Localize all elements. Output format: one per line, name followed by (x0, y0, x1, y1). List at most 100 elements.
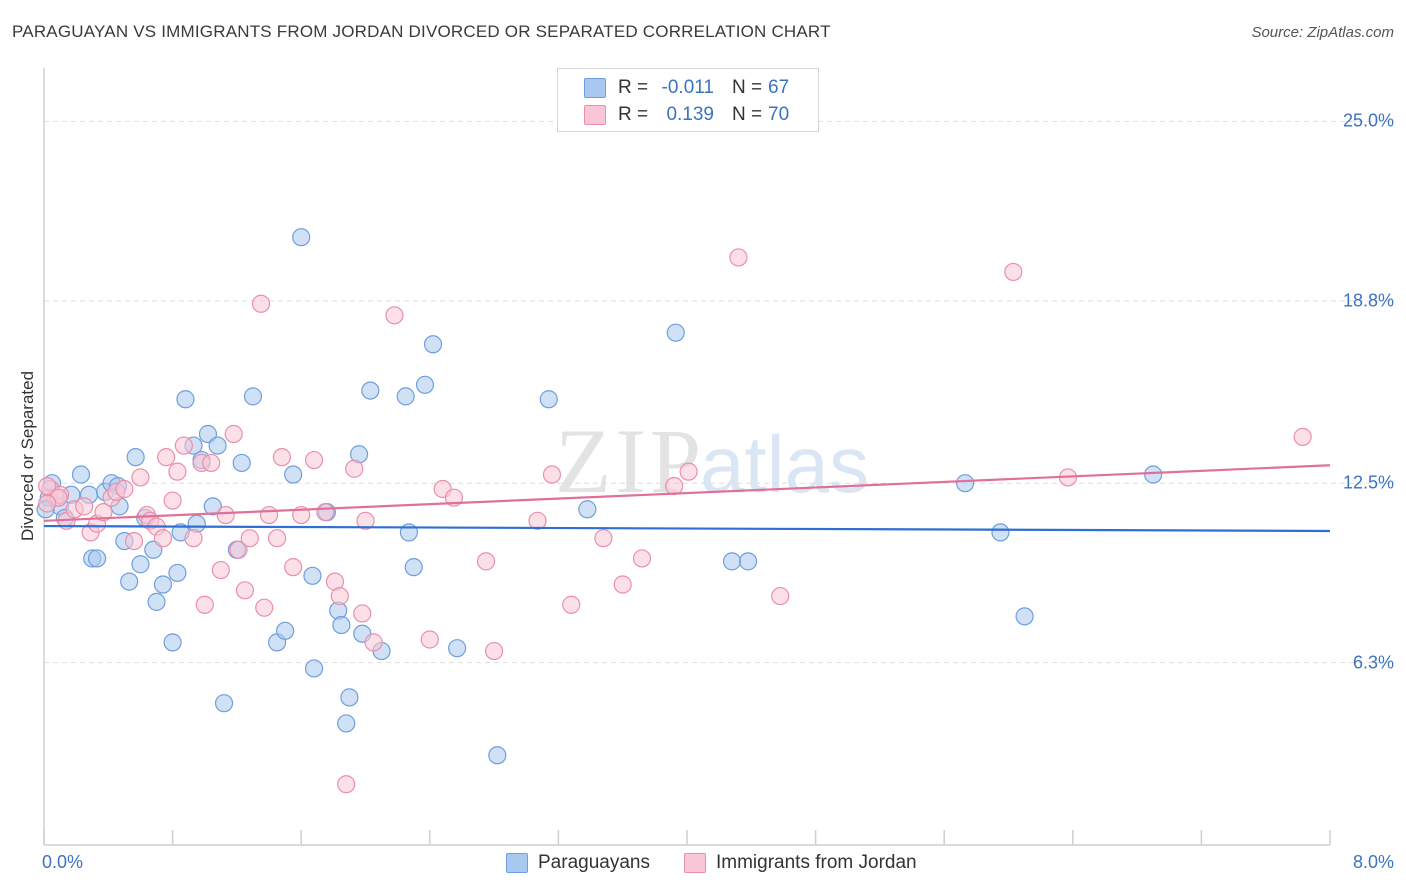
data-point (771, 586, 790, 606)
data-point (303, 566, 322, 585)
data-point (613, 575, 632, 594)
chart-title: PARAGUAYAN VS IMMIGRANTS FROM JORDAN DIV… (12, 22, 831, 41)
data-point (284, 558, 303, 577)
data-point (214, 694, 234, 713)
legend-swatch-jordan (584, 105, 606, 125)
data-point (202, 453, 221, 473)
data-point (476, 552, 496, 571)
data-point (423, 335, 443, 354)
data-point (255, 598, 274, 617)
data-point (232, 453, 251, 473)
legend-r-value: 0.139 (666, 104, 714, 125)
legend-swatch-jordan (684, 853, 706, 873)
data-point (195, 595, 214, 614)
data-point (361, 381, 380, 400)
data-point (991, 523, 1010, 542)
data-point (153, 529, 173, 548)
trend-lines (43, 464, 1331, 533)
data-point (528, 511, 547, 530)
trend-line-paraguayans (43, 524, 1331, 533)
data-point (665, 477, 684, 496)
legend-n-value: 70 (768, 104, 790, 125)
data-point (131, 555, 150, 574)
data-point (124, 531, 144, 551)
data-point (340, 688, 359, 707)
data-point (163, 491, 182, 510)
data-point (267, 529, 287, 548)
data-point (115, 479, 134, 499)
data-point (304, 659, 324, 678)
data-point (174, 436, 193, 455)
data-point (1144, 465, 1163, 484)
data-point (594, 529, 613, 548)
data-point (304, 450, 324, 470)
data-point (272, 448, 292, 467)
data-point (176, 390, 195, 409)
data-point (332, 615, 351, 635)
data-point (679, 462, 698, 481)
data-point (120, 572, 139, 591)
data-point (94, 503, 113, 522)
data-point (562, 595, 581, 614)
data-point (153, 575, 173, 594)
watermark-atlas: atlas (700, 420, 869, 509)
data-point (420, 630, 439, 649)
legend-n-label: N = (732, 104, 763, 125)
legend-label-paraguayans: Paraguayans (538, 852, 650, 873)
legend-r-label: R = (618, 104, 649, 125)
data-point (539, 390, 558, 409)
data-point (542, 465, 562, 484)
data-point (337, 714, 356, 733)
data-point (243, 387, 263, 406)
trend-line-jordan (43, 464, 1331, 522)
data-point (666, 323, 685, 342)
legend-n-label: N = (732, 77, 763, 98)
data-point (385, 306, 404, 325)
legend-label-jordan: Immigrants from Jordan (716, 852, 917, 873)
data-point (75, 497, 94, 516)
data-point (292, 228, 311, 247)
x-tick-min: 0.0% (42, 852, 84, 872)
data-point (157, 448, 176, 467)
data-point (722, 552, 742, 571)
y-tick-label: 12.5% (1342, 472, 1394, 493)
data-point (578, 500, 597, 519)
y-tick-label: 18.8% (1342, 290, 1394, 311)
data-point (353, 604, 372, 623)
data-point (330, 586, 349, 606)
legend-swatch-paraguayans (506, 853, 528, 873)
y-tick-label: 25.0% (1342, 110, 1394, 131)
data-point (1015, 607, 1034, 626)
data-point (229, 540, 248, 559)
data-point (284, 465, 303, 484)
data-point (1004, 262, 1023, 282)
data-point (415, 375, 435, 394)
data-point (251, 294, 271, 313)
data-point (396, 387, 415, 406)
data-point (211, 560, 230, 580)
data-point (729, 248, 748, 267)
data-point (216, 505, 235, 525)
legend-r-label: R = (618, 77, 649, 98)
data-point (738, 552, 758, 571)
series-legend: Paraguayans Immigrants from Jordan (0, 852, 1406, 876)
data-point (345, 459, 364, 478)
data-point (184, 529, 203, 548)
x-tick-max: 8.0% (1352, 852, 1394, 872)
data-point (316, 503, 335, 522)
data-point (38, 494, 57, 513)
data-point (168, 563, 187, 583)
data-point (356, 511, 375, 530)
data-point (488, 746, 507, 765)
data-point (224, 424, 243, 444)
data-point (404, 558, 423, 577)
legend-swatch-paraguayans (584, 78, 606, 98)
axes (43, 68, 1331, 846)
data-point (276, 621, 295, 640)
data-point (955, 474, 975, 493)
legend-r-value: -0.011 (661, 77, 714, 98)
data-point (203, 497, 222, 516)
legend-n-value: 67 (768, 77, 790, 98)
data-point (364, 633, 383, 652)
data-point (448, 639, 467, 658)
